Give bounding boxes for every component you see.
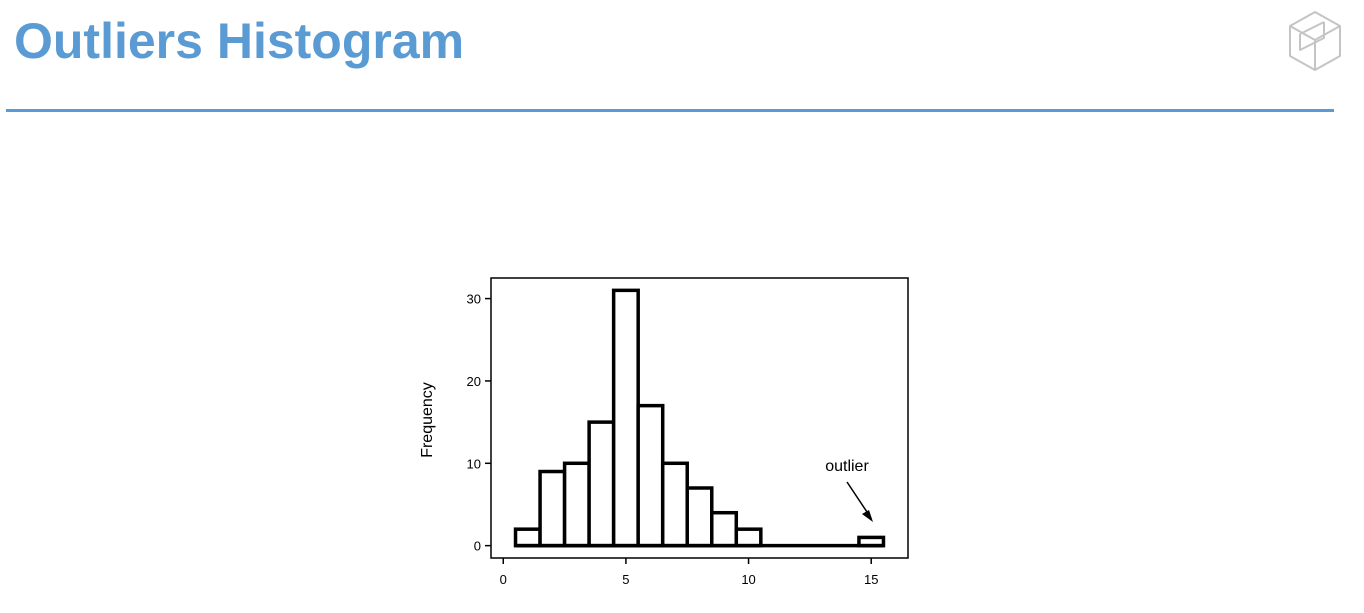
x-tick-label: 5 <box>622 572 629 587</box>
outlier-arrow-head <box>862 510 873 522</box>
annotation-layer: outlier <box>825 458 873 522</box>
y-axis-label: Frequency <box>419 382 436 458</box>
y-tick-label: 20 <box>467 374 481 389</box>
header: Outliers Histogram <box>0 0 1364 112</box>
y-tick-label: 10 <box>467 456 481 471</box>
histogram-bar <box>513 527 542 548</box>
histogram-bar <box>562 461 591 548</box>
histogram-bar <box>587 420 616 548</box>
page-title: Outliers Histogram <box>14 13 465 69</box>
plot-frame <box>490 277 909 559</box>
y-tick-label: 0 <box>474 539 481 554</box>
histogram-bar <box>710 510 739 548</box>
histogram-bar <box>660 461 689 548</box>
x-tick-label: 10 <box>741 572 755 587</box>
x-tick-label: 15 <box>864 572 878 587</box>
y-tick-label: 30 <box>467 292 481 307</box>
histogram-bar <box>611 288 640 548</box>
header-divider <box>6 109 1334 112</box>
cube-logo-icon <box>1289 11 1341 71</box>
bars-layer <box>513 288 886 548</box>
histogram-bar <box>636 403 665 548</box>
histogram-bar <box>538 469 567 548</box>
outlier-annotation: outlier <box>825 458 869 475</box>
x-tick-label: 0 <box>500 572 507 587</box>
histogram-bar <box>685 486 714 548</box>
histogram-bar <box>734 527 763 548</box>
axes-layer: 0 10 20 30 0 5 10 15 <box>467 292 879 587</box>
